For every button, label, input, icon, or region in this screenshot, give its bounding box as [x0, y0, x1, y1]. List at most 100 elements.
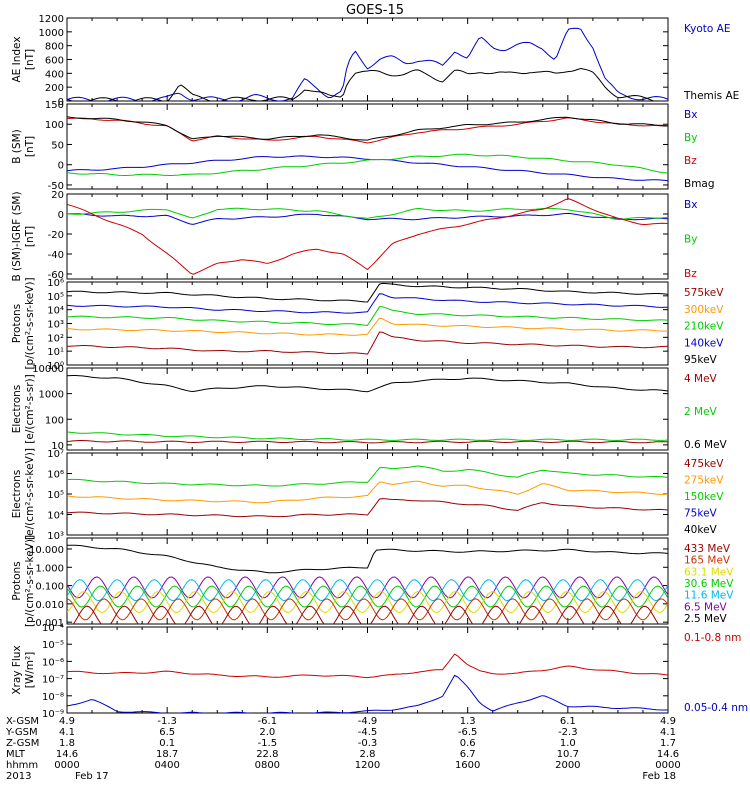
plot-title: GOES-15: [346, 3, 404, 18]
panel-frame: [66, 367, 669, 451]
series-line-575kev: [67, 331, 668, 355]
series-line-150kev: [67, 465, 668, 487]
series-line-bmag: [67, 116, 668, 141]
y-tick-label: 0.010: [35, 600, 64, 611]
series-line-63-1-mev: [67, 590, 668, 614]
y-axis-label: [nT]: [24, 136, 36, 157]
legend-entry: 300keV: [684, 304, 724, 316]
series-line-0-05-0-4-nm: [67, 674, 668, 713]
legend-entry: By: [684, 234, 697, 246]
series-line-275kev: [67, 480, 668, 504]
series-line-0-1-0-8-nm: [67, 653, 668, 679]
legend-entry: By: [684, 132, 697, 144]
y-tick-label: 0.001: [35, 618, 64, 629]
series-line-475kev: [67, 498, 668, 518]
y-axis-label: B (SM)-IGRF (SM): [11, 191, 23, 281]
legend-entry: 75keV: [684, 508, 718, 520]
legend-entry: Bz: [684, 155, 697, 167]
panel-frame: [66, 452, 669, 536]
panel-frame: [66, 281, 669, 366]
orbit-cell: 2000: [555, 760, 580, 771]
y-tick-label: -20: [48, 230, 64, 241]
orbit-table: X-GSM 4.9 -1.3 -6.1 -4.9 1.3 6.1 4.9 Y-GSM 4.1 6.5…: [5, 716, 681, 782]
y-axis-label: [e/(cm²-s-sr)]: [24, 374, 36, 443]
panel-frame: [66, 103, 669, 190]
orbit-cell: 1200: [355, 760, 380, 771]
y-tick-label: 10⁵: [47, 490, 64, 501]
y-tick-label: -40: [48, 250, 64, 261]
y-tick-label: 10⁻⁵: [42, 640, 64, 651]
y-tick-label: 50: [51, 140, 64, 151]
legend-entry: 0.6 MeV: [684, 439, 728, 451]
legend-entry: 11.6 MeV: [684, 590, 734, 602]
legend-entry: 433 MeV: [684, 543, 731, 555]
orbit-cell: 4.9: [660, 716, 676, 727]
orbit-row-label: MLT: [6, 749, 26, 760]
y-tick-label: 150: [45, 100, 64, 111]
y-tick-label: 10⁻⁶: [42, 657, 64, 668]
y-tick-label: 400: [45, 69, 64, 80]
legend-entry: 140keV: [684, 337, 724, 349]
y-tick-label: 10³: [47, 320, 64, 331]
y-tick-label: 10⁷: [47, 449, 64, 460]
orbit-cell: -1.3: [157, 716, 177, 727]
y-tick-label: 10.000: [29, 545, 64, 556]
orbit-cell: Feb 17: [75, 771, 109, 782]
panel-electrons_kev: 10³ 10⁴ 10⁵ 10⁶ 10⁷ Electrons [e/(cm²-s-sr-keV…: [11, 448, 724, 542]
y-tick-label: 1000: [39, 28, 64, 39]
legend-entry: 0.05-0.4 nm: [684, 702, 748, 714]
orbit-cell: 0400: [154, 760, 179, 771]
y-tick-label: 800: [45, 42, 64, 53]
series-line-bz: [67, 117, 668, 144]
panel-xray: 10⁻⁹ 10⁻⁸ 10⁻⁷ 10⁻⁶ 10⁻⁵ 10⁻⁴ Xray Flux [W/m²] 0…: [11, 623, 748, 720]
legend-entry: 30.6 MeV: [684, 578, 734, 590]
y-tick-label: 10⁶: [47, 470, 64, 481]
y-tick-label: 200: [45, 83, 64, 94]
orbit-cell: 0800: [255, 760, 280, 771]
series-line-11-6-mev: [67, 579, 668, 602]
orbit-cell: 4.1: [660, 727, 676, 738]
orbit-cell: 1.3: [460, 716, 476, 727]
series-line-6-5-mev: [67, 576, 668, 599]
y-axis-label: Protons: [11, 304, 23, 343]
series-line-210kev: [67, 306, 668, 326]
series-line-95kev: [67, 282, 668, 303]
panel-frame: [66, 193, 669, 280]
legend-entry: 165 MeV: [684, 555, 731, 567]
legend-entry: Bz: [684, 268, 697, 280]
panel-frame: [66, 626, 669, 714]
y-tick-label: 20: [51, 190, 64, 201]
panel-bdiff: -60 -40 -20 0 20 B (SM)-IGRF (SM) [nT] Bx By Bz: [11, 190, 697, 282]
y-tick-label: 10⁰: [47, 361, 64, 372]
orbit-cell: -6.5: [458, 727, 478, 738]
y-axis-label: [nT]: [24, 226, 36, 247]
series-line-2-5-mev: [67, 544, 668, 574]
series-line-4-mev: [67, 440, 668, 444]
panel-electrons_mev: 10 100 1000 10000 Electrons [e/(cm²-s-sr)] 4 M…: [11, 364, 728, 452]
y-axis-label: Xray Flux: [11, 645, 23, 694]
y-tick-label: 1.000: [35, 563, 64, 574]
y-tick-label: 10²: [47, 333, 64, 344]
orbit-cell: 1600: [455, 760, 480, 771]
y-tick-label: 10000: [32, 364, 64, 375]
legend-entry: Themis AE: [683, 90, 739, 102]
legend-entry: Kyoto AE: [684, 23, 730, 35]
legend-entry: 0.1-0.8 nm: [684, 632, 741, 644]
orbit-row-label: Z-GSM: [6, 738, 39, 749]
y-tick-label: 10⁻⁴: [42, 623, 64, 634]
orbit-cell: 1.8: [59, 738, 75, 749]
legend-entry: Bmag: [684, 178, 715, 190]
y-tick-label: 0.100: [35, 582, 64, 593]
orbit-cell: 4.9: [59, 716, 75, 727]
orbit-cell: 22.8: [256, 749, 278, 760]
orbit-cell: 2.8: [360, 749, 376, 760]
y-axis-label: Electrons: [11, 470, 23, 519]
series-line-by: [67, 207, 668, 220]
series-line-300kev: [67, 317, 668, 336]
orbit-cell: 0.6: [460, 738, 476, 749]
series-line-bx: [67, 155, 668, 182]
series-line-140kev: [67, 293, 668, 314]
panel-ae: 0 200 400 600 800 1000 1200 AE Index [nT] Kyoto A…: [11, 14, 739, 108]
legend-entry: 275keV: [684, 475, 724, 487]
